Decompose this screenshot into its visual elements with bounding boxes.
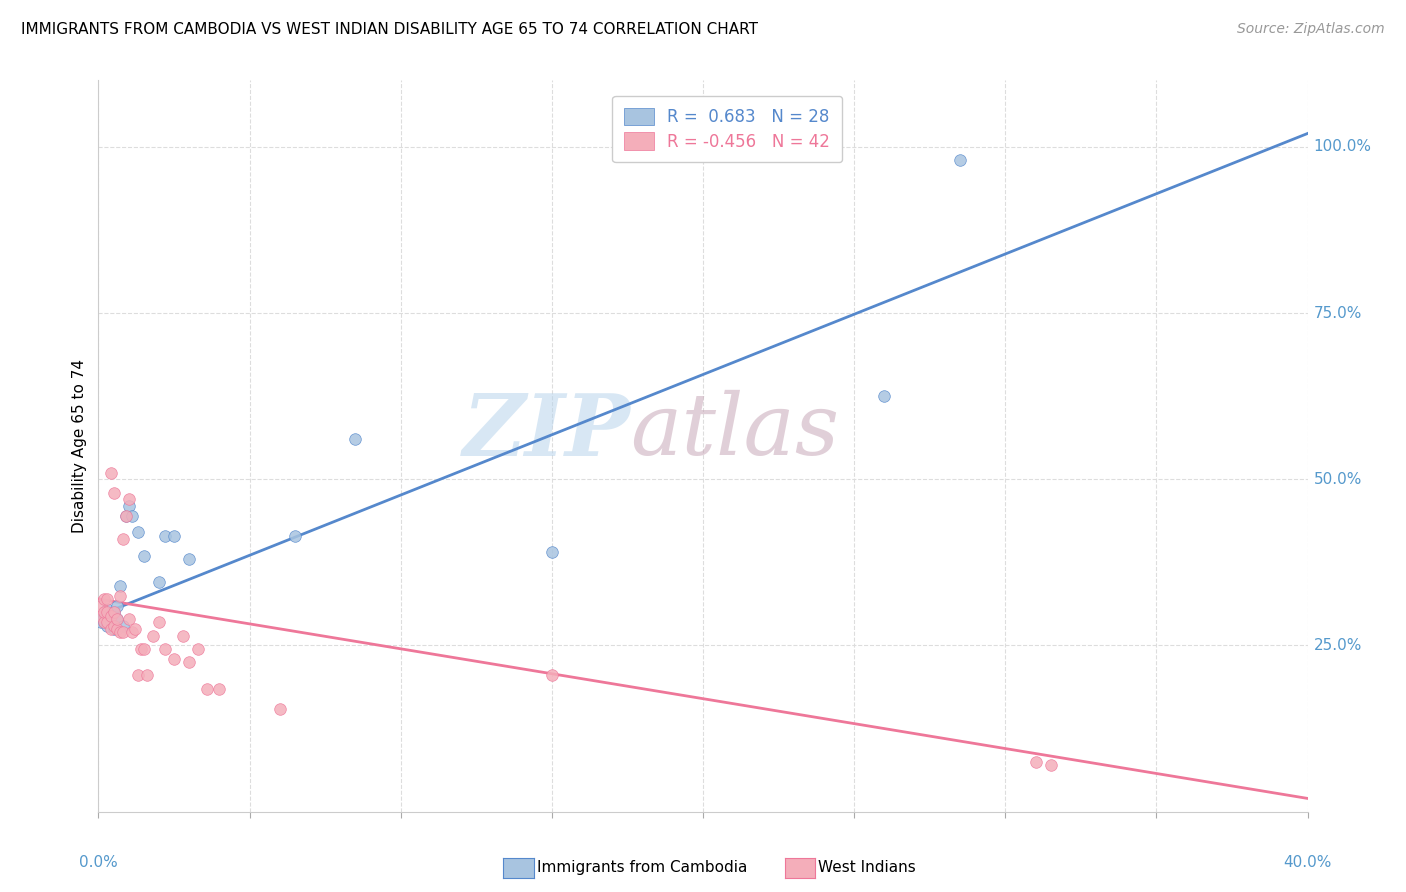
Text: 75.0%: 75.0% [1313, 306, 1362, 320]
Point [100, 608, 122, 623]
Text: 50.0%: 50.0% [1313, 472, 1362, 487]
Point [163, 529, 186, 543]
Point [208, 681, 231, 696]
Point [121, 508, 143, 523]
Point [195, 681, 218, 696]
Point [127, 525, 149, 540]
Point [90, 608, 112, 623]
Point [949, 153, 972, 167]
Point [148, 615, 170, 630]
Point [103, 622, 125, 636]
Point [177, 655, 201, 669]
Text: Source: ZipAtlas.com: Source: ZipAtlas.com [1237, 22, 1385, 37]
Point [135, 668, 157, 682]
Point [90, 615, 112, 630]
Point [172, 628, 194, 642]
Point [540, 545, 562, 559]
Point [100, 622, 122, 636]
Point [93, 615, 115, 630]
Point [1024, 755, 1046, 769]
Point [93, 612, 115, 626]
Point [96, 618, 118, 632]
Text: ZIP: ZIP [463, 390, 630, 473]
Point [93, 605, 115, 619]
Point [103, 618, 125, 632]
Text: Immigrants from Cambodia: Immigrants from Cambodia [537, 860, 748, 874]
Point [108, 625, 131, 640]
Point [105, 599, 128, 613]
Legend: R =  0.683   N = 28, R = -0.456   N = 42: R = 0.683 N = 28, R = -0.456 N = 42 [613, 96, 842, 162]
Point [93, 615, 115, 630]
Point [873, 389, 896, 403]
Point [114, 508, 136, 523]
Point [96, 615, 118, 630]
Point [344, 433, 367, 447]
Point [105, 612, 128, 626]
Text: IMMIGRANTS FROM CAMBODIA VS WEST INDIAN DISABILITY AGE 65 TO 74 CORRELATION CHAR: IMMIGRANTS FROM CAMBODIA VS WEST INDIAN … [21, 22, 758, 37]
Point [108, 589, 131, 603]
Point [148, 575, 170, 590]
Point [111, 532, 134, 546]
Point [129, 641, 152, 656]
Point [96, 602, 118, 616]
Point [114, 508, 136, 523]
Point [103, 605, 125, 619]
Text: West Indians: West Indians [818, 860, 917, 874]
Point [118, 612, 141, 626]
Point [100, 615, 122, 630]
Point [118, 499, 141, 513]
Point [1039, 758, 1062, 772]
Point [163, 652, 186, 666]
Point [96, 608, 118, 623]
Point [118, 492, 141, 507]
Text: atlas: atlas [630, 390, 839, 473]
Point [105, 622, 128, 636]
Point [142, 628, 165, 642]
Point [132, 641, 155, 656]
Point [187, 641, 209, 656]
Point [111, 625, 134, 640]
Point [93, 591, 115, 606]
Y-axis label: Disability Age 65 to 74: Disability Age 65 to 74 [72, 359, 87, 533]
Point [124, 622, 146, 636]
Point [153, 529, 176, 543]
Point [284, 529, 307, 543]
Text: 40.0%: 40.0% [1284, 855, 1331, 870]
Point [100, 608, 122, 623]
Point [96, 605, 118, 619]
Point [90, 599, 112, 613]
Point [103, 485, 125, 500]
Text: 0.0%: 0.0% [79, 855, 118, 870]
Point [105, 612, 128, 626]
Point [100, 466, 122, 480]
Point [269, 701, 291, 715]
Point [108, 579, 131, 593]
Text: 100.0%: 100.0% [1313, 139, 1372, 154]
Point [127, 668, 149, 682]
Point [111, 618, 134, 632]
Point [177, 552, 201, 566]
Point [132, 549, 155, 563]
Point [121, 625, 143, 640]
Point [153, 641, 176, 656]
Point [103, 605, 125, 619]
Point [96, 591, 118, 606]
Text: 25.0%: 25.0% [1313, 638, 1362, 653]
Point [540, 668, 562, 682]
